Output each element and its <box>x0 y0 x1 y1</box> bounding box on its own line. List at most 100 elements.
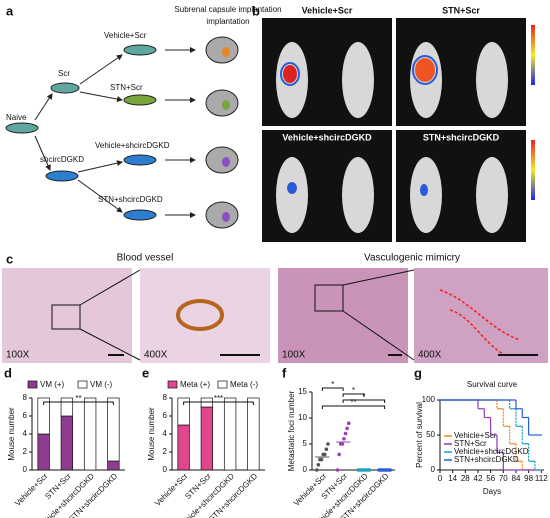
significance-bracket <box>183 401 254 405</box>
bar-segment <box>60 415 74 471</box>
x-tick-label: 28 <box>461 474 470 483</box>
dot <box>346 421 351 426</box>
panel-title: Vasculogenic mimicry <box>364 253 460 264</box>
y-axis-label: Mouse number <box>7 407 16 461</box>
significance-label: ** <box>350 398 356 407</box>
x-tick-label: Vehicle+Scr <box>13 471 50 508</box>
dot <box>322 452 327 457</box>
legend-label: VM (+) <box>40 380 65 389</box>
panel-title: implantation <box>206 17 249 26</box>
y-tick-label: 2 <box>163 447 168 456</box>
panel-label: d <box>4 365 12 380</box>
bar-segment <box>223 397 237 471</box>
y-tick-label: 4 <box>163 429 168 438</box>
bar-segment <box>60 397 74 417</box>
panel-label: g <box>414 365 422 380</box>
y-tick-label: 15 <box>298 387 307 396</box>
bar-segment <box>37 397 50 435</box>
significance-bracket <box>321 405 386 409</box>
group-label: STN+Scr <box>442 5 480 15</box>
dot <box>316 463 321 467</box>
group-label: Vehicle+Scr <box>104 31 147 40</box>
legend-swatch <box>217 380 228 389</box>
dot <box>343 431 348 436</box>
y-tick-label: 5 <box>303 439 308 448</box>
panel-title: Subrenal capsule implantation <box>174 5 281 14</box>
x-tick-label: 56 <box>486 474 495 483</box>
group-label: Vehicle+shcircDGKD <box>95 141 170 150</box>
dot <box>319 457 324 462</box>
dot <box>314 468 319 472</box>
y-tick-label: 0 <box>303 465 308 474</box>
panel-label: f <box>282 365 287 380</box>
dot <box>324 447 329 452</box>
group-label: Vehicle+Scr <box>302 5 353 15</box>
significance-bracket <box>321 387 344 391</box>
group-label: STN+shcircDGKD <box>423 132 500 142</box>
chart-title: Survival curve <box>467 380 518 389</box>
group-label: STN+Scr <box>110 83 143 92</box>
dot <box>342 437 346 441</box>
bar-segment <box>107 397 120 462</box>
y-axis-label: Metastatic foci number <box>287 390 296 471</box>
magnification: 400X <box>144 350 168 361</box>
x-tick-label: 98 <box>524 474 533 483</box>
bar-segment <box>107 460 120 471</box>
significance-label: * <box>352 386 355 395</box>
legend-label: Meta (-) <box>230 380 258 389</box>
y-tick-label: 2 <box>23 447 28 456</box>
y-tick-label: 8 <box>163 393 168 402</box>
x-axis-label: Days <box>483 487 501 496</box>
y-tick-label: 0 <box>163 465 168 474</box>
x-tick-label: 42 <box>474 474 483 483</box>
panel-label: e <box>142 365 149 380</box>
bar-segment <box>37 433 50 471</box>
magnification: 100X <box>6 350 30 361</box>
step-label: Scr <box>58 69 70 78</box>
y-axis-label: Percent of survival <box>415 402 424 468</box>
bar-segment <box>177 424 190 471</box>
legend-label: Vehicle+Scr <box>454 431 497 440</box>
bar-segment <box>83 397 97 471</box>
dot <box>345 426 349 431</box>
x-tick-label: 112 <box>535 474 548 483</box>
y-tick-label: 0 <box>23 465 28 474</box>
y-tick-label: 0 <box>431 465 436 474</box>
dot <box>326 442 330 446</box>
group-label: Vehicle+shcircDGKD <box>282 132 372 142</box>
x-tick-label: 0 <box>438 474 443 483</box>
y-tick-label: 6 <box>23 411 28 420</box>
panel-title: Blood vessel <box>117 253 174 264</box>
group-label: STN+shcircDGKD <box>98 195 163 204</box>
significance-bracket <box>342 393 365 397</box>
imaging <box>262 18 535 242</box>
bar-segment <box>247 397 260 471</box>
y-tick-label: 6 <box>163 411 168 420</box>
panel-label: c <box>6 251 13 266</box>
panel-label: a <box>6 3 14 18</box>
histology <box>2 268 548 363</box>
y-tick-label: 8 <box>23 393 28 402</box>
legend-swatch <box>27 380 38 389</box>
step-label: shcircDGKD <box>40 155 84 164</box>
legend-swatch <box>167 380 178 389</box>
y-tick-label: 4 <box>23 429 28 438</box>
dot <box>335 468 340 472</box>
y-tick-label: 10 <box>298 413 307 422</box>
significance-bracket <box>342 399 386 403</box>
legend-label: STN+Scr <box>454 439 487 448</box>
x-tick-label: 84 <box>512 474 521 483</box>
x-tick-label: Vehicle+Scr <box>153 471 190 508</box>
bar-segment <box>200 406 214 471</box>
x-tick-label: 70 <box>499 474 508 483</box>
legend-label: VM (-) <box>90 380 113 389</box>
y-tick-label: 50 <box>426 430 435 439</box>
y-axis-label: Mouse number <box>147 407 156 461</box>
significance-bracket <box>43 401 114 405</box>
panel-label: b <box>252 3 260 18</box>
significance-label: * <box>362 392 365 401</box>
legend-label: STN+shcircDGKD <box>454 455 519 464</box>
legend-swatch <box>77 380 88 389</box>
